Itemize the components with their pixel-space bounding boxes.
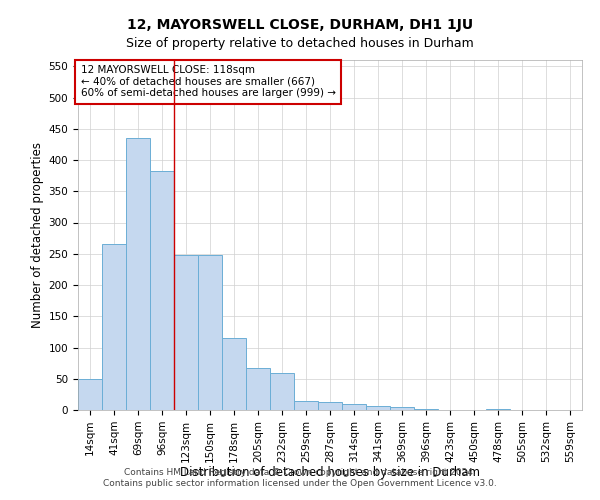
Bar <box>246 368 270 410</box>
Bar <box>342 404 366 410</box>
Bar <box>318 402 342 410</box>
Text: Contains HM Land Registry data © Crown copyright and database right 2024.
Contai: Contains HM Land Registry data © Crown c… <box>103 468 497 487</box>
Bar <box>414 409 438 410</box>
Bar <box>174 255 198 410</box>
Bar <box>270 372 294 410</box>
Bar <box>102 244 126 410</box>
Bar <box>294 401 318 410</box>
Text: Size of property relative to detached houses in Durham: Size of property relative to detached ho… <box>126 38 474 51</box>
Bar <box>150 170 174 410</box>
Bar <box>366 406 390 410</box>
Bar <box>78 379 102 410</box>
X-axis label: Distribution of detached houses by size in Durham: Distribution of detached houses by size … <box>180 466 480 479</box>
Bar <box>222 338 246 410</box>
Text: 12, MAYORSWELL CLOSE, DURHAM, DH1 1JU: 12, MAYORSWELL CLOSE, DURHAM, DH1 1JU <box>127 18 473 32</box>
Bar <box>198 255 222 410</box>
Bar <box>126 138 150 410</box>
Text: 12 MAYORSWELL CLOSE: 118sqm
← 40% of detached houses are smaller (667)
60% of se: 12 MAYORSWELL CLOSE: 118sqm ← 40% of det… <box>80 66 335 98</box>
Bar <box>390 407 414 410</box>
Y-axis label: Number of detached properties: Number of detached properties <box>31 142 44 328</box>
